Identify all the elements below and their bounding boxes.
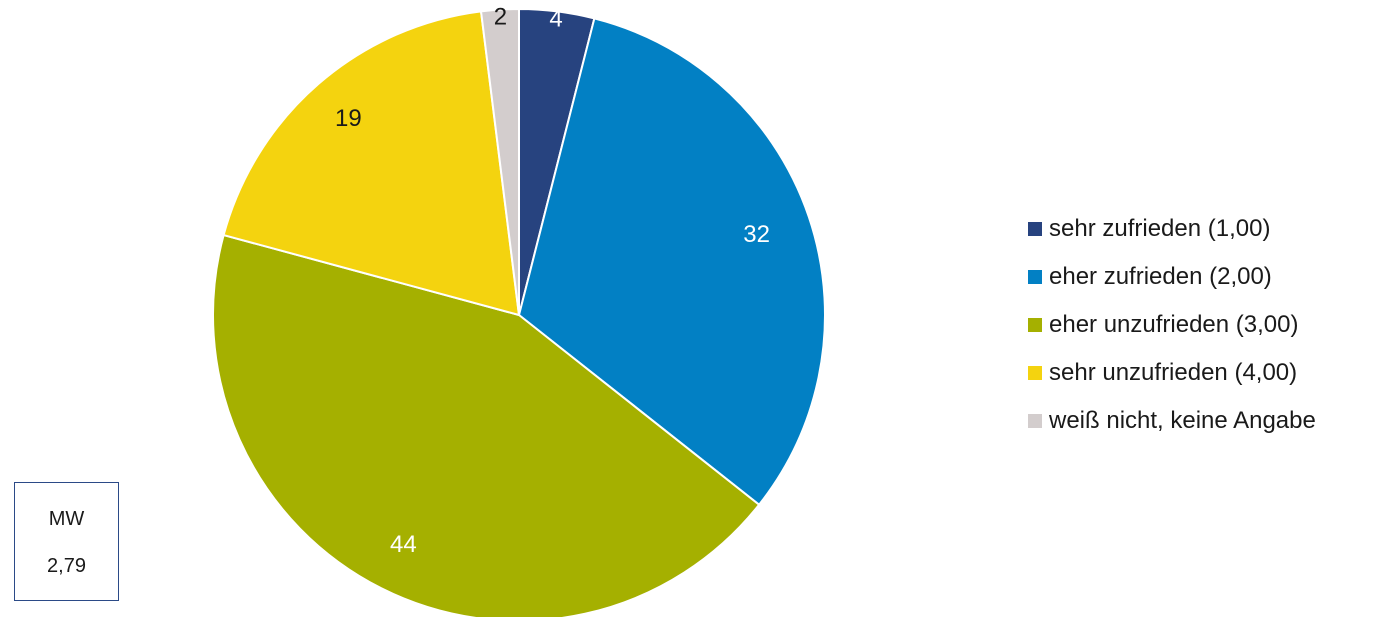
pie-slice-2 — [517, 17, 826, 507]
pie-slice-3 — [212, 233, 761, 617]
pie-chart: 4 32 44 19 2 — [212, 4, 826, 617]
legend-label: eher zufrieden (2,00) — [1049, 263, 1272, 290]
legend-label: weiß nicht, keine Angabe — [1049, 407, 1316, 434]
legend-label: sehr unzufrieden (4,00) — [1049, 359, 1298, 386]
mean-value: 2,79 — [47, 555, 86, 577]
legend-swatch — [1028, 414, 1042, 428]
pie-slice-5 — [479, 7, 520, 316]
pie-data-label-5: 2 — [494, 4, 507, 31]
legend-swatch — [1028, 222, 1042, 236]
chart-legend: sehr zufrieden (1,00) eher zufrieden (2,0… — [1028, 205, 1316, 445]
pie-slice-4 — [222, 10, 521, 317]
pie-data-label-3: 44 — [390, 531, 417, 558]
legend-item-3: eher unzufrieden (3,00) — [1028, 301, 1316, 349]
pie-data-label-4: 19 — [335, 105, 362, 132]
legend-item-5: weiß nicht, keine Angabe — [1028, 397, 1316, 445]
legend-item-1: sehr zufrieden (1,00) — [1028, 205, 1316, 253]
legend-item-4: sehr unzufrieden (4,00) — [1028, 349, 1316, 397]
legend-item-2: eher zufrieden (2,00) — [1028, 253, 1316, 301]
pie-data-label-2: 32 — [743, 221, 770, 248]
legend-label: eher unzufrieden (3,00) — [1049, 311, 1299, 338]
pie-data-label-1: 4 — [549, 5, 562, 32]
legend-swatch — [1028, 270, 1042, 284]
mean-value-box: MW 2,79 — [14, 482, 119, 601]
mean-label: MW — [48, 508, 85, 530]
legend-swatch — [1028, 366, 1042, 380]
legend-label: sehr zufrieden (1,00) — [1049, 215, 1271, 242]
legend-swatch — [1028, 318, 1042, 332]
